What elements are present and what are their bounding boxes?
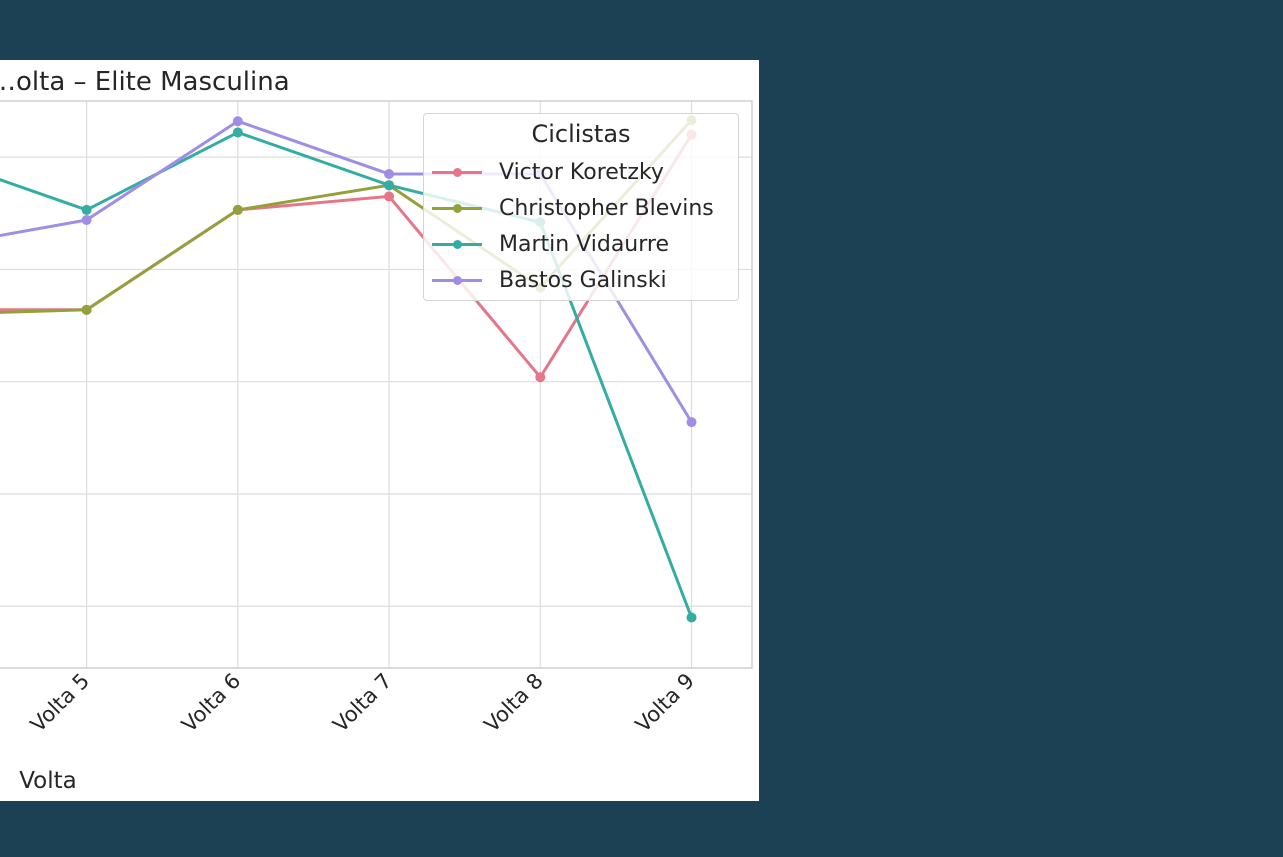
legend-label: Bastos Galinski: [499, 267, 667, 293]
x-tick-label: Volta 8: [480, 669, 548, 737]
legend-label: Christopher Blevins: [499, 195, 714, 221]
data-point: [81, 204, 92, 215]
data-point: [686, 417, 697, 428]
data-point: [232, 127, 243, 138]
data-point: [384, 191, 395, 202]
legend-item: Martin Vidaurre: [432, 229, 669, 259]
data-point: [232, 116, 243, 127]
data-point: [81, 304, 92, 315]
legend-item: Bastos Galinski: [432, 265, 667, 295]
legend-swatch: [432, 237, 482, 251]
data-point: [535, 372, 546, 383]
x-tick-label: Volta 6: [177, 669, 245, 737]
data-point: [232, 204, 243, 215]
data-point: [384, 180, 395, 191]
legend-label: Victor Koretzky: [499, 159, 664, 185]
legend-label: Martin Vidaurre: [499, 231, 670, 257]
legend-title: Ciclistas: [531, 120, 631, 148]
legend-item: Christopher Blevins: [432, 193, 714, 223]
data-point: [81, 215, 92, 226]
legend-swatch: [432, 165, 482, 179]
legend-item: Victor Koretzky: [432, 157, 664, 187]
x-tick-label: Volta 9: [631, 669, 699, 737]
x-tick-label: Volta 7: [328, 669, 396, 737]
legend: Ciclistas Victor Koretzky Christopher Ble…: [423, 113, 739, 301]
x-axis-label: Volta: [19, 768, 77, 794]
chart-title: …olta – Elite Masculina: [0, 67, 290, 97]
legend-swatch: [432, 273, 482, 287]
legend-swatch: [432, 201, 482, 215]
x-tick-label: Volta 5: [26, 669, 94, 737]
data-point: [686, 612, 697, 623]
data-point: [384, 168, 395, 179]
